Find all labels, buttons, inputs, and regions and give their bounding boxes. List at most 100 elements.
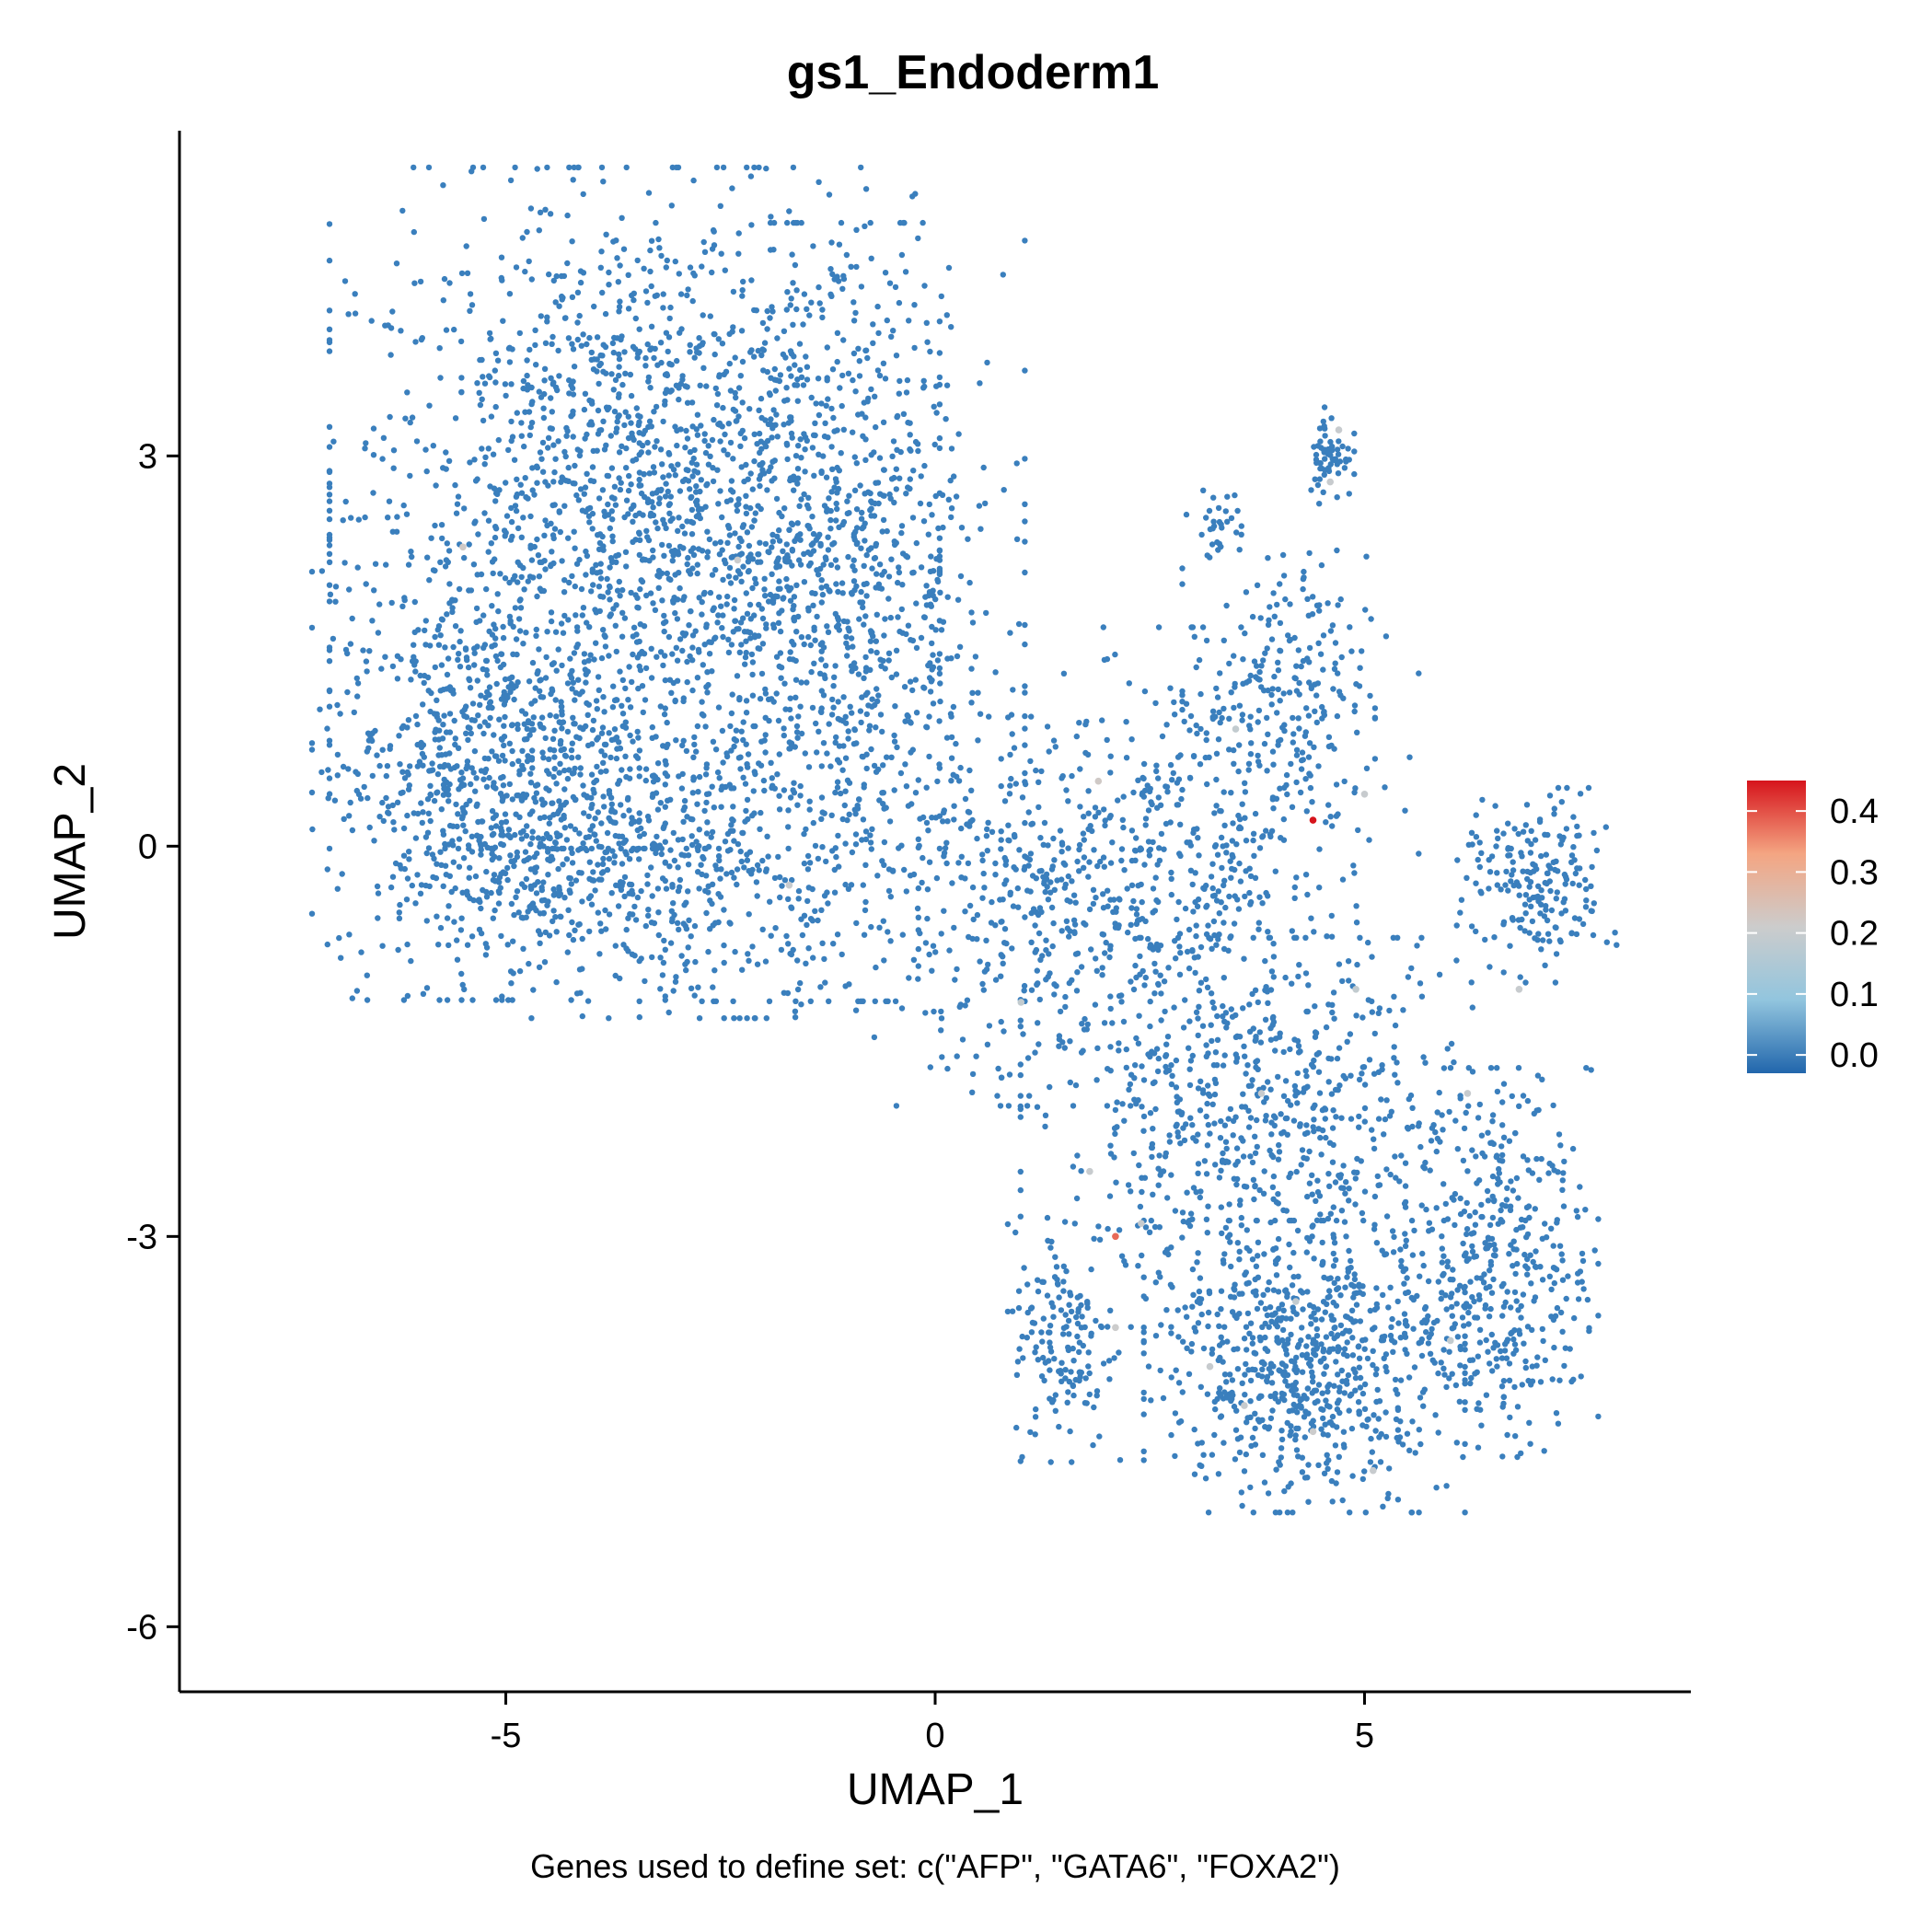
scatter-point (923, 319, 930, 326)
scatter-point (766, 549, 772, 556)
scatter-point (474, 677, 480, 684)
scatter-point (631, 818, 638, 825)
scatter-point (749, 584, 756, 592)
scatter-point (508, 437, 515, 445)
scatter-point (790, 606, 796, 613)
scatter-point (762, 958, 769, 965)
scatter-point (1177, 950, 1184, 956)
scatter-point (717, 875, 723, 882)
scatter-point (754, 862, 761, 869)
scatter-point (823, 583, 829, 590)
scatter-point (634, 595, 641, 601)
scatter-point (551, 502, 558, 508)
scatter-point (654, 362, 661, 368)
scatter-point (372, 561, 379, 567)
scatter-point (1192, 969, 1198, 977)
scatter-point (527, 866, 535, 873)
scatter-point (670, 467, 677, 473)
scatter-point (629, 847, 635, 854)
scatter-point (729, 185, 735, 191)
scatter-point (1290, 731, 1297, 737)
scatter-point (1302, 970, 1310, 977)
scatter-point (1016, 847, 1023, 853)
scatter-point (1062, 1003, 1069, 1011)
scatter-point (719, 547, 725, 553)
scatter-point (836, 468, 842, 474)
scatter-point (735, 755, 743, 761)
scatter-point (588, 349, 595, 356)
scatter-point (417, 672, 423, 679)
scatter-point (504, 692, 511, 700)
scatter-point (639, 557, 646, 563)
scatter-point (778, 675, 784, 681)
scatter-point (496, 855, 503, 862)
scatter-point (1022, 742, 1028, 748)
scatter-point (570, 177, 576, 183)
scatter-point (550, 845, 556, 852)
scatter-point (326, 775, 333, 781)
scatter-point (856, 358, 862, 364)
scatter-point (653, 403, 660, 411)
scatter-point (1175, 776, 1183, 782)
scatter-point (907, 719, 913, 725)
scatter-point (434, 697, 440, 703)
scatter-point (1315, 763, 1322, 769)
scatter-point (835, 617, 842, 623)
scatter-point (619, 633, 626, 640)
scatter-point (526, 732, 533, 738)
scatter-point (843, 640, 850, 647)
scatter-point (1205, 922, 1211, 929)
scatter-point (851, 487, 859, 493)
scatter-point (758, 414, 765, 422)
scatter-point (1238, 624, 1244, 631)
scatter-point (544, 164, 550, 171)
scatter-point (743, 590, 749, 596)
scatter-point (947, 477, 954, 484)
scatter-point (616, 355, 623, 363)
scatter-point (861, 621, 867, 628)
scatter-point (662, 758, 668, 764)
scatter-point (600, 368, 607, 375)
scatter-point (435, 642, 443, 648)
scatter-point (446, 729, 454, 735)
scatter-point (465, 724, 471, 731)
scatter-point (533, 790, 540, 796)
scatter-point (672, 423, 678, 430)
scatter-point (998, 1074, 1005, 1082)
scatter-point (730, 998, 736, 1005)
scatter-point (1216, 931, 1222, 938)
scatter-point (655, 500, 663, 507)
scatter-point (351, 709, 357, 716)
scatter-point (716, 372, 723, 378)
scatter-point (728, 869, 735, 876)
scatter-point (1088, 946, 1094, 953)
scatter-point (1123, 755, 1130, 761)
scatter-point (882, 616, 888, 622)
scatter-point (806, 806, 813, 813)
scatter-point (523, 630, 529, 636)
scatter-point (605, 589, 611, 596)
scatter-point (492, 490, 500, 497)
scatter-point (478, 905, 484, 912)
scatter-point (326, 326, 333, 332)
scatter-point (617, 486, 624, 493)
scatter-point (819, 844, 826, 850)
scatter-point (555, 646, 561, 653)
scatter-point (568, 845, 574, 852)
scatter-point (979, 851, 986, 858)
scatter-point (558, 620, 565, 627)
scatter-point (414, 721, 421, 728)
scatter-point (912, 438, 920, 445)
scatter-point (1107, 946, 1114, 953)
scatter-point (849, 849, 856, 856)
scatter-point (816, 531, 823, 538)
scatter-point (915, 945, 921, 953)
scatter-point (908, 447, 914, 454)
scatter-point (926, 713, 932, 720)
scatter-point (1172, 1208, 1179, 1214)
scatter-point (685, 852, 692, 859)
scatter-point (580, 605, 587, 611)
scatter-point (915, 235, 921, 242)
scatter-point (936, 535, 943, 541)
scatter-point (804, 866, 812, 873)
